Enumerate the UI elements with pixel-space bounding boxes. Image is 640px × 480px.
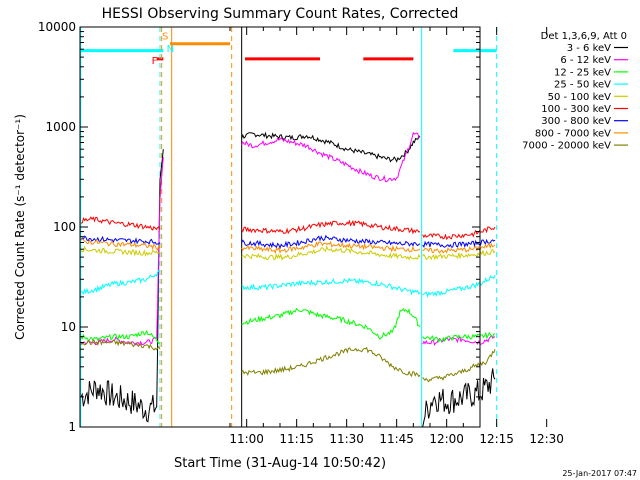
legend-label: 100 - 300 keV [541, 104, 611, 115]
x-tick-label: 11:00 [229, 432, 264, 446]
legend-label: 6 - 12 keV [560, 55, 611, 66]
x-axis-label: Start Time (31-Aug-14 10:50:42) [174, 456, 386, 471]
legend-label: 800 - 7000 keV [535, 128, 611, 139]
plot-area: 1 10 100 1000 10000 11:00 11:15 11:30 11:45 12:0… [38, 20, 564, 446]
series-line-12-25-kev [241, 307, 421, 340]
series-line-6-12-kev [422, 334, 496, 346]
x-tick-label: 12:00 [429, 432, 464, 446]
x-tick-label: 11:45 [379, 432, 414, 446]
timestamp: 25-Jan-2017 07:47 [562, 469, 637, 478]
legend-label: 3 - 6 keV [567, 43, 611, 54]
series-line-6-12-kev [241, 131, 421, 183]
flag-letter-N: N [167, 44, 174, 55]
flag-letter-F: F [152, 56, 158, 67]
series-line-25-50-kev [80, 269, 161, 295]
legend-label: 50 - 100 keV [548, 92, 612, 103]
series-line-7000-20000-kev [80, 339, 161, 351]
series-line-12-25-kev [422, 331, 496, 343]
series-line-3-6-kev [422, 368, 496, 428]
legend-label: 25 - 50 keV [554, 80, 611, 91]
y-tick-label: 1 [68, 420, 76, 434]
flag-letter-S: S [162, 32, 168, 43]
series-line-7000-20000-kev [422, 349, 496, 383]
series-line-300-800-kev [80, 235, 161, 246]
series-line-25-50-kev [241, 277, 421, 296]
legend-label: 300 - 800 keV [541, 116, 611, 127]
legend-header: Det 1,3,6,9, Att 0 [541, 31, 627, 42]
series-line-300-800-kev [241, 234, 421, 250]
series-line-300-800-kev [422, 238, 496, 248]
series-line-7000-20000-kev [241, 346, 421, 378]
series-line-800-7000-kev [80, 238, 161, 251]
y-tick-label: 10000 [38, 20, 76, 34]
x-tick-label: 12:30 [529, 432, 564, 446]
legend-label: 7000 - 20000 keV [522, 141, 611, 152]
series-line-50-100-kev [241, 245, 421, 261]
series-line-12-25-kev [80, 329, 161, 345]
x-tick-label: 12:15 [479, 432, 514, 446]
series-line-3-6-kev [241, 131, 421, 163]
series-line-50-100-kev [80, 245, 161, 257]
series-line-25-50-kev [422, 274, 496, 298]
x-tick-label: 11:30 [329, 432, 364, 446]
y-tick-label: 1000 [45, 120, 76, 134]
series-line-100-300-kev [241, 219, 421, 235]
series-line-100-300-kev [80, 216, 161, 231]
series-line-3-6-kev [80, 149, 164, 423]
legend-label: 12 - 25 keV [554, 67, 611, 78]
series-line-800-7000-kev [422, 242, 496, 254]
x-tick-label: 11:15 [279, 432, 314, 446]
series-line-100-300-kev [422, 226, 496, 241]
y-tick-label: 100 [53, 220, 76, 234]
y-axis-label: Corrected Count Rate (s⁻¹ detector⁻¹) [13, 114, 27, 340]
chart-title: HESSI Observing Summary Count Rates, Cor… [102, 6, 459, 22]
series-line-50-100-kev [422, 248, 496, 261]
y-tick-label: 10 [61, 320, 76, 334]
series-line-800-7000-kev [241, 240, 421, 254]
